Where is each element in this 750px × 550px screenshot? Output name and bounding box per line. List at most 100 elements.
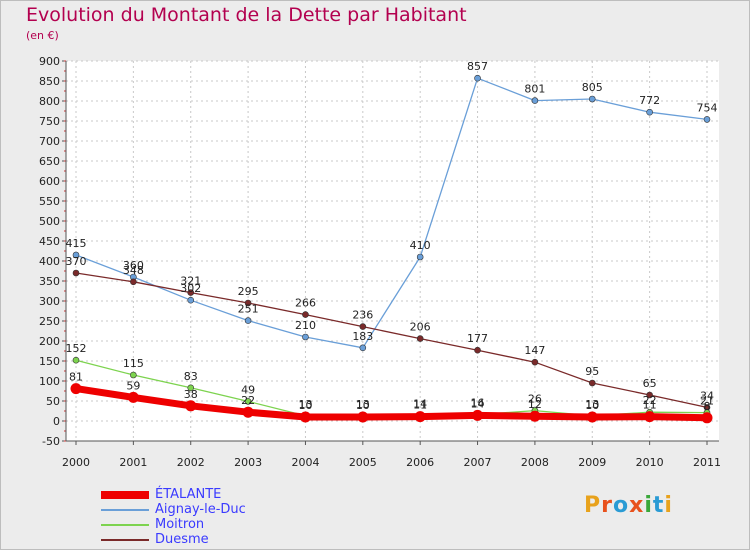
data-point	[588, 379, 596, 387]
data-point	[127, 391, 139, 403]
data-label: 83	[184, 370, 198, 383]
data-point	[359, 323, 367, 330]
data-point	[531, 358, 539, 366]
data-label: 857	[467, 60, 488, 73]
data-point	[703, 116, 711, 123]
data-label: 410	[410, 239, 431, 252]
legend-item: Duesme	[101, 532, 246, 547]
data-label: 115	[123, 357, 144, 370]
data-point	[646, 391, 653, 399]
data-label: 147	[524, 344, 545, 357]
x-tick-label: 2002	[177, 456, 205, 469]
data-point	[646, 108, 653, 116]
data-point	[70, 383, 82, 395]
data-label: 801	[524, 83, 545, 96]
data-point	[531, 97, 539, 104]
legend-label: Moitron	[155, 517, 205, 532]
data-point	[130, 278, 137, 286]
logo-letter: o	[612, 493, 630, 518]
x-tick-label: 2010	[636, 456, 664, 469]
data-point	[416, 335, 424, 342]
x-tick-label: 2007	[464, 456, 492, 469]
logo-letter: x	[629, 493, 645, 518]
data-label: 206	[410, 321, 431, 334]
data-point	[299, 411, 311, 423]
data-point	[302, 333, 309, 341]
y-tick-label: 650	[39, 155, 60, 168]
chart-unit-subtitle: (en €)	[26, 29, 59, 42]
x-tick-label: 2009	[578, 456, 606, 469]
data-label: 13	[298, 398, 312, 411]
y-tick-label: 350	[39, 275, 60, 288]
legend-swatch	[101, 523, 149, 526]
x-tick-label: 2008	[521, 456, 549, 469]
data-label: 49	[241, 383, 255, 396]
data-point	[359, 344, 367, 352]
legend-swatch	[101, 508, 149, 511]
y-tick-label: 450	[39, 235, 60, 248]
y-tick-label: 0	[53, 415, 60, 428]
data-point	[187, 289, 195, 296]
data-label: 14	[471, 397, 485, 410]
data-label: 348	[123, 264, 144, 277]
data-label: 415	[66, 237, 87, 250]
data-label: 10	[356, 399, 370, 412]
y-tick-label: 100	[39, 375, 60, 388]
legend-label: Duesme	[155, 532, 209, 547]
data-label: 302	[180, 282, 201, 295]
data-point	[588, 95, 596, 103]
data-point	[72, 269, 80, 277]
x-tick-label: 2004	[291, 456, 319, 469]
data-label: 95	[585, 365, 599, 378]
y-tick-label: 250	[39, 315, 60, 328]
data-label: 16	[471, 397, 485, 410]
y-tick-label: 850	[39, 75, 60, 88]
data-point	[414, 411, 426, 423]
data-label: 22	[241, 394, 255, 407]
data-point	[244, 398, 252, 405]
legend-label: Aignay-le-Duc	[155, 502, 246, 517]
data-point	[416, 253, 424, 261]
data-label: 152	[66, 342, 87, 355]
y-tick-label: 900	[39, 55, 60, 68]
x-tick-label: 2005	[349, 456, 377, 469]
data-label: 21	[700, 395, 714, 408]
chart-title: Evolution du Montant de la Dette par Hab…	[26, 4, 467, 26]
data-point	[302, 311, 309, 318]
x-tick-label: 2001	[119, 456, 147, 469]
data-label: 177	[467, 332, 488, 345]
data-label: 22	[643, 394, 657, 407]
data-point	[242, 406, 254, 418]
data-label: 12	[528, 398, 542, 411]
series-line	[75, 272, 708, 409]
logo-letter: i	[644, 493, 653, 518]
data-point	[701, 412, 713, 424]
data-label: 11	[643, 399, 657, 412]
legend-item: Moitron	[101, 517, 246, 532]
y-tick-label: 150	[39, 355, 60, 368]
y-tick-label: 200	[39, 335, 60, 348]
data-label: 10	[585, 399, 599, 412]
logo-letter: t	[652, 493, 665, 518]
legend-item: ÉTALANTE	[101, 487, 246, 502]
data-label: 59	[126, 379, 140, 392]
data-label: 805	[582, 81, 603, 94]
data-label: 251	[238, 303, 259, 316]
data-label: 772	[639, 94, 660, 107]
data-label: 13	[356, 398, 370, 411]
data-label: 81	[69, 371, 83, 384]
legend-item: Aignay-le-Duc	[101, 502, 246, 517]
data-point	[244, 299, 252, 307]
data-point	[185, 400, 197, 412]
data-point	[644, 411, 656, 423]
x-tick-label: 2011	[693, 456, 721, 469]
series-line	[72, 385, 711, 422]
data-label: 34	[700, 389, 714, 402]
data-point	[72, 251, 80, 259]
x-tick-label: 2006	[406, 456, 434, 469]
legend-swatch	[101, 538, 149, 541]
data-label: 236	[352, 309, 373, 322]
data-label: 210	[295, 319, 316, 332]
